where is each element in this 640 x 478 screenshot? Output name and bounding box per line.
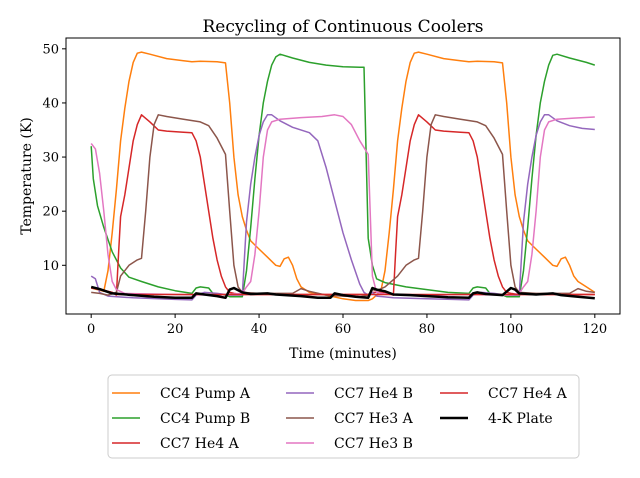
legend-item-cc4-pump-b-1: CC4 Pump B (112, 411, 250, 427)
y-axis-label: Temperature (K) (19, 117, 35, 235)
x-axis-label: Time (minutes) (289, 346, 397, 362)
series-line-cc7-he4-b-3 (90, 114, 595, 301)
series-line-cc4-pump-b-1 (90, 53, 596, 298)
legend-item-cc7-he3-a-4: CC7 He3 A (286, 411, 414, 427)
series-line-4-k-plate-7 (90, 285, 595, 300)
legend-label: CC4 Pump B (160, 411, 250, 427)
series-line-cc4-pump-a-0 (91, 51, 596, 302)
legend: CC4 Pump A CC4 Pump B CC7 He4 A CC7 He4 B CC… (107, 374, 580, 459)
legend-label: CC7 He4 A (160, 436, 240, 452)
legend-item-cc7-he4-a-6: CC7 He4 A (440, 386, 568, 402)
series-line-cc7-he3-a-4 (91, 114, 595, 298)
series-line-cc7-he4-a-2 (91, 114, 595, 296)
x-tick-label: 120 (582, 322, 607, 337)
legend-box (107, 374, 580, 459)
x-axis: 0 20 40 60 80 100 120 (87, 314, 607, 337)
legend-items: CC4 Pump A CC4 Pump B CC7 He4 A CC7 He4 B CC… (112, 386, 568, 452)
y-axis: 10 20 30 40 50 (42, 42, 66, 274)
legend-label: CC7 He4 A (488, 386, 568, 402)
y-tick-label: 20 (42, 205, 59, 220)
x-tick-label: 40 (251, 322, 268, 337)
legend-item-cc4-pump-a-0: CC4 Pump A (112, 386, 251, 402)
x-tick-label: 20 (167, 322, 184, 337)
x-tick-label: 0 (87, 322, 95, 337)
x-tick-label: 80 (419, 322, 436, 337)
x-tick-label: 100 (498, 322, 523, 337)
y-tick-label: 50 (42, 42, 59, 57)
legend-item-cc7-he4-b-3: CC7 He4 B (286, 386, 413, 402)
y-tick-label: 10 (42, 259, 59, 274)
legend-item-cc7-he4-a-2: CC7 He4 A (112, 436, 240, 452)
legend-item-cc7-he3-b-5: CC7 He3 B (286, 436, 413, 452)
y-tick-label: 40 (42, 96, 59, 111)
series-line-cc7-he3-b-5 (90, 114, 595, 296)
y-tick-label: 30 (42, 151, 59, 166)
legend-label: CC7 He3 A (334, 411, 414, 427)
x-tick-label: 60 (335, 322, 352, 337)
chart-title: Recycling of Continuous Coolers (202, 17, 483, 37)
plot-lines (90, 51, 596, 302)
legend-label: 4-K Plate (488, 411, 553, 427)
legend-label: CC4 Pump A (160, 386, 251, 402)
legend-item-4-k-plate-7: 4-K Plate (440, 411, 553, 427)
legend-label: CC7 He4 B (334, 386, 413, 402)
legend-label: CC7 He3 B (334, 436, 413, 452)
